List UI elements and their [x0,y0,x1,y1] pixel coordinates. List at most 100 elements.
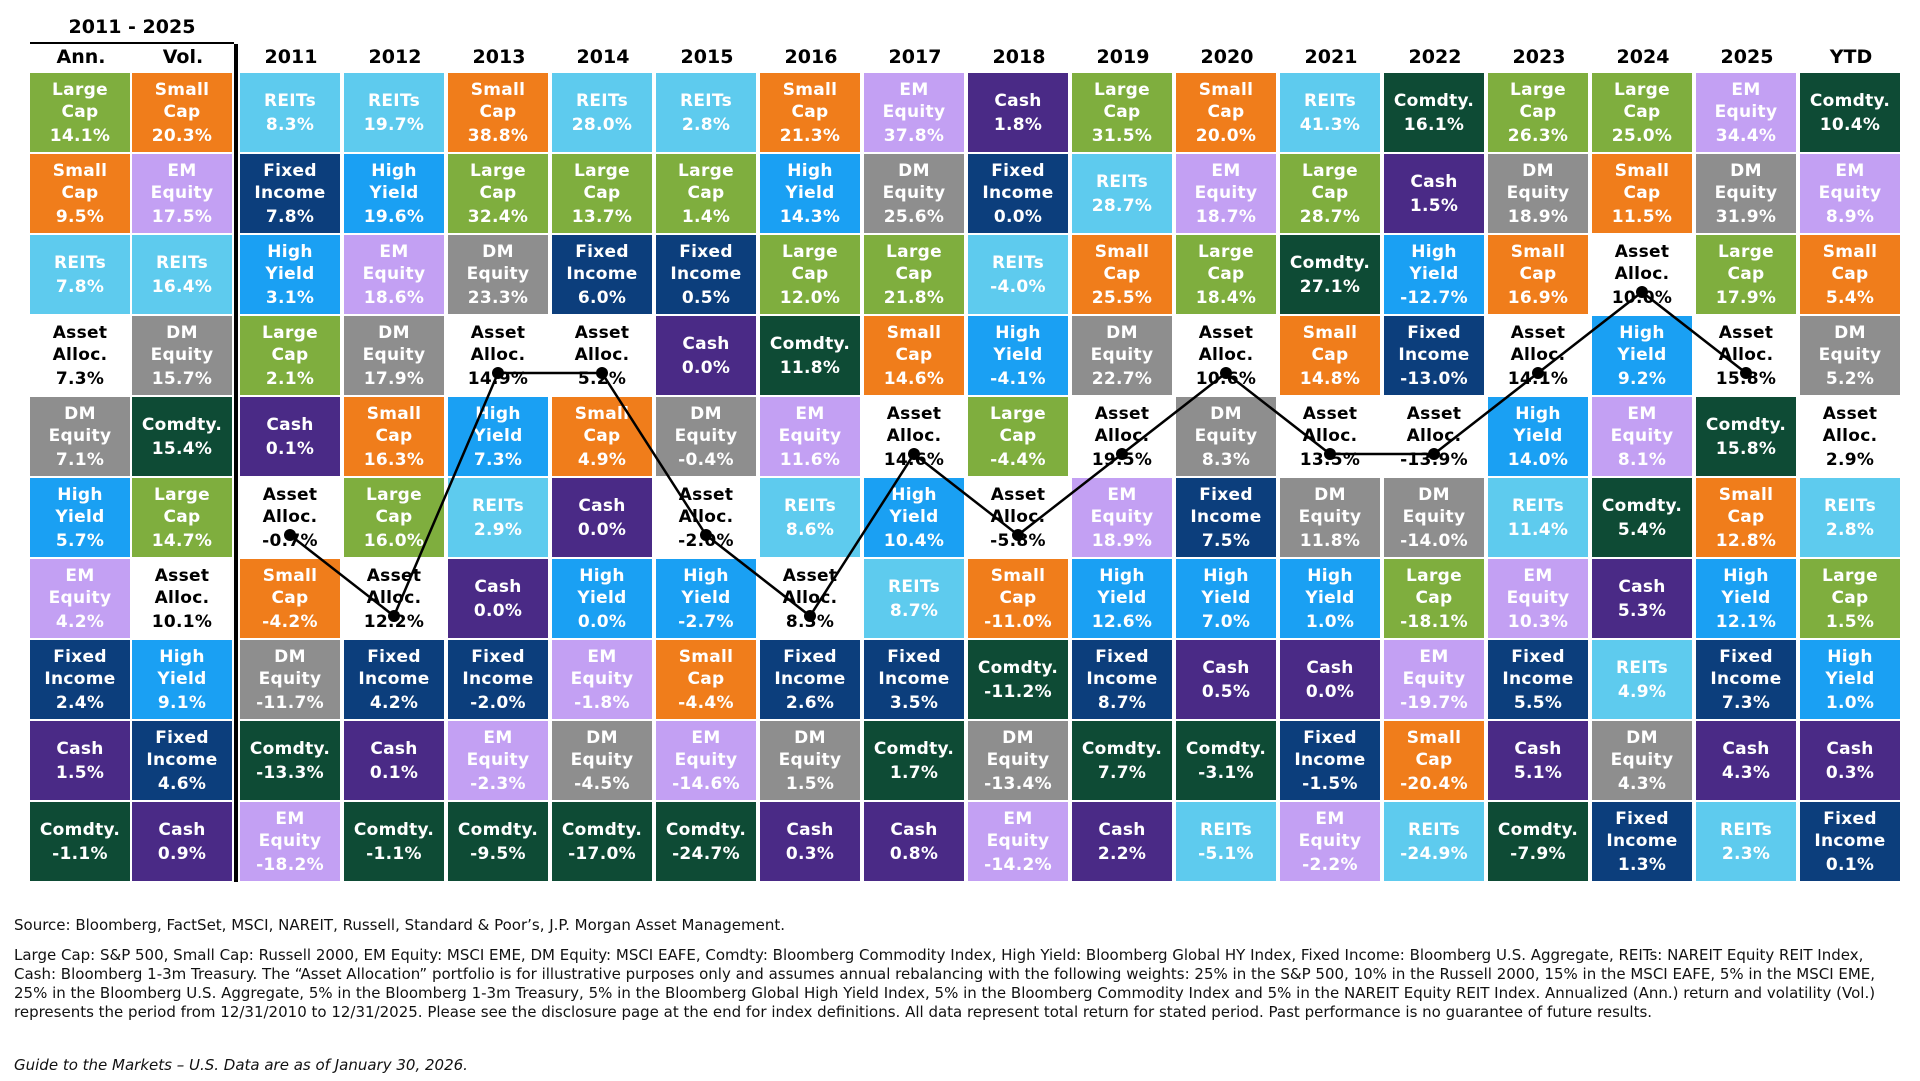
vol-cell-dm-equity: DM Equity 15.7% [132,316,232,395]
cell-asset-label: REITs [1512,495,1564,516]
cell-asset-label: Cash [994,90,1042,111]
cell-asset-label: Cash [1826,738,1874,759]
cell-asset-label: Small Cap [470,79,526,122]
cell-asset-label: Fixed Income [1086,646,1158,689]
cell-2014-comdty: Comdty. -17.0% [552,802,652,881]
cell-2023-cash: Cash 5.1% [1488,721,1588,800]
cell-asset-label: High Yield [1721,565,1771,608]
cell-asset-label: Asset Alloc. [990,484,1046,527]
cell-2020-comdty: Comdty. -3.1% [1176,721,1276,800]
cell-asset-label: High Yield [473,403,523,446]
cell-value: 1.0% [1305,611,1355,632]
cell-value: 34.4% [1715,125,1777,146]
cell-2025-fixed-income: Fixed Income 7.3% [1696,640,1796,719]
cell-asset-label: Cash [786,819,834,840]
cell-2015-em-equity: EM Equity -14.6% [656,721,756,800]
cell-2011-cash: Cash 0.1% [240,397,340,476]
cell-asset-label: Fixed Income [146,727,218,770]
cell-value: 1.5% [785,773,835,794]
cell-asset-label: Large Cap [678,160,734,203]
cell-2020-high-yield: High Yield 7.0% [1176,559,1276,638]
cell-asset-label: REITs [1408,819,1460,840]
cell-2025-comdty: Comdty. 15.8% [1696,397,1796,476]
cell-asset-label: Asset Alloc. [1094,403,1150,446]
cell-asset-label: Cash [1098,819,1146,840]
cell-2012-em-equity: EM Equity 18.6% [344,235,444,314]
ann-cell-dm-equity: DM Equity 7.1% [30,397,130,476]
cell-asset-label: Comdty. [353,819,435,840]
cell-value: 17.9% [1715,287,1777,308]
cell-ytd-reits: REITs 2.8% [1800,478,1900,557]
cell-value: 8.1% [1617,449,1667,470]
cell-value: 11.6% [779,449,841,470]
cell-asset-label: High Yield [785,160,835,203]
cell-asset-label: High Yield [993,322,1043,365]
cell-value: 0.5% [1201,681,1251,702]
cell-asset-label: Cash [682,333,730,354]
cell-value: 16.4% [151,276,213,297]
cell-2017-em-equity: EM Equity 37.8% [864,73,964,152]
cell-value: 18.7% [1195,206,1257,227]
cell-2017-reits: REITs 8.7% [864,559,964,638]
cell-value: 4.2% [55,611,105,632]
cell-asset-label: Cash [158,819,206,840]
cell-asset-label: High Yield [1617,322,1667,365]
cell-ytd-dm-equity: DM Equity 5.2% [1800,316,1900,395]
cell-value: 7.8% [265,206,315,227]
cell-value: -11.0% [984,611,1052,632]
cell-2014-large-cap: Large Cap 13.7% [552,154,652,233]
cell-2022-cash: Cash 1.5% [1384,154,1484,233]
cell-value: 7.7% [1097,762,1147,783]
cell-2020-large-cap: Large Cap 18.4% [1176,235,1276,314]
cell-value: 12.6% [1091,611,1153,632]
cell-asset-label: Fixed Income [1398,322,1470,365]
cell-asset-label: DM Equity [1818,322,1882,365]
cell-asset-label: Asset Alloc. [574,322,630,365]
cell-value: 11.8% [1299,530,1361,551]
cell-value: 5.5% [1513,692,1563,713]
cell-value: -2.0% [678,530,734,551]
cell-value: 14.6% [883,368,945,389]
cell-2013-dm-equity: DM Equity 23.3% [448,235,548,314]
cell-2018-high-yield: High Yield -4.1% [968,316,1068,395]
cell-2013-small-cap: Small Cap 38.8% [448,73,548,152]
cell-value: 23.3% [467,287,529,308]
cell-2019-asset-alloc: Asset Alloc. 19.5% [1072,397,1172,476]
cell-value: 12.2% [363,611,425,632]
year-header-2022: 2022 [1408,46,1462,68]
cell-value: 5.4% [1825,287,1875,308]
cell-2012-asset-alloc: Asset Alloc. 12.2% [344,559,444,638]
cell-value: -5.8% [990,530,1046,551]
cell-value: 0.1% [1825,854,1875,875]
cell-2023-em-equity: EM Equity 10.3% [1488,559,1588,638]
vol-cell-cash: Cash 0.9% [132,802,232,881]
cell-asset-label: Asset Alloc. [1302,403,1358,446]
ann-cell-asset-alloc: Asset Alloc. 7.3% [30,316,130,395]
cell-2023-small-cap: Small Cap 16.9% [1488,235,1588,314]
cell-value: 37.8% [883,125,945,146]
cell-value: 22.7% [1091,368,1153,389]
year-header-2016: 2016 [784,46,838,68]
cell-value: -13.0% [1400,368,1468,389]
cell-value: 0.0% [1305,681,1355,702]
cell-value: 12.0% [779,287,841,308]
cell-value: 28.7% [1091,195,1153,216]
cell-asset-label: REITs [1720,819,1772,840]
cell-asset-label: REITs [368,90,420,111]
cell-value: 14.0% [1507,449,1569,470]
cell-value: 31.9% [1715,206,1777,227]
cell-ytd-em-equity: EM Equity 8.9% [1800,154,1900,233]
year-header-2024: 2024 [1616,46,1670,68]
cell-asset-label: Fixed Income [358,646,430,689]
cell-2016-em-equity: EM Equity 11.6% [760,397,860,476]
cell-value: 5.1% [1513,762,1563,783]
cell-2016-cash: Cash 0.3% [760,802,860,881]
cell-asset-label: Asset Alloc. [470,322,526,365]
cell-2023-large-cap: Large Cap 26.3% [1488,73,1588,152]
cell-asset-label: REITs [1200,819,1252,840]
cell-2020-cash: Cash 0.5% [1176,640,1276,719]
vol-cell-asset-alloc: Asset Alloc. 10.1% [132,559,232,638]
cell-2014-high-yield: High Yield 0.0% [552,559,652,638]
cell-asset-label: EM Equity [986,808,1050,851]
cell-2018-reits: REITs -4.0% [968,235,1068,314]
